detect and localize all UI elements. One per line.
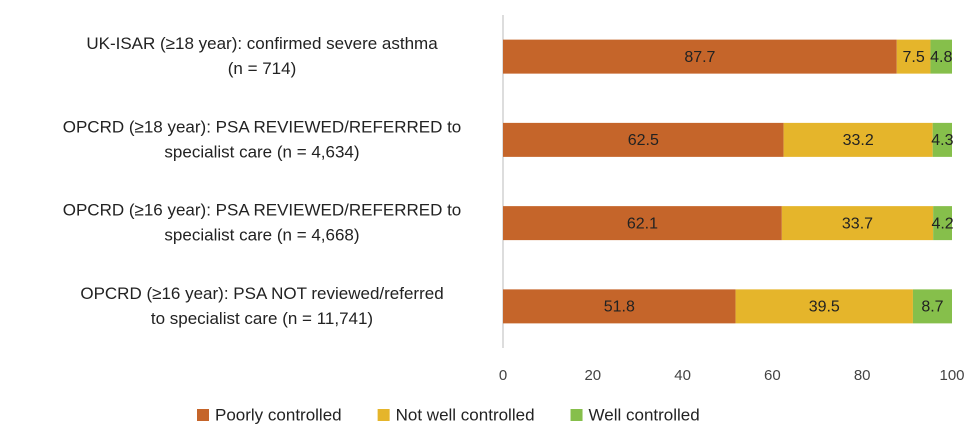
bar-segment [781,206,934,241]
value-label: 33.2 [843,132,874,149]
bar-segment [932,122,952,157]
bar-segment [933,206,952,241]
legend-swatch [570,409,583,421]
x-tick-label: 40 [674,367,691,384]
category-label: OPCRD (≥16 year): PSA REVIEWED/REFERRED … [63,201,462,220]
value-label: 62.5 [628,132,659,149]
category-label: (n = 714) [228,59,297,78]
value-label: 4.8 [930,49,952,66]
category-label: OPCRD (≥18 year): PSA REVIEWED/REFERRED … [63,117,462,136]
value-label: 87.7 [684,49,715,66]
legend-label: Well controlled [589,405,700,424]
x-tick-label: 100 [939,367,964,384]
value-label: 4.2 [931,215,953,232]
x-tick-label: 20 [584,367,601,384]
category-label: specialist care (n = 4,634) [164,142,359,161]
legend-label: Poorly controlled [215,405,342,424]
bar-segment [503,39,897,74]
x-tick-label: 0 [499,367,507,384]
value-label: 62.1 [627,215,658,232]
bar-segment [503,289,736,324]
bar-segment [503,122,784,157]
value-label: 51.8 [604,299,635,316]
bar-segment [896,39,931,74]
x-tick-label: 80 [854,367,871,384]
bar-segment [912,289,952,324]
category-label: OPCRD (≥16 year): PSA NOT reviewed/refer… [80,284,443,303]
legend-swatch [377,409,390,421]
bar-segment [783,122,933,157]
x-tick-label: 60 [764,367,781,384]
legend-label: Not well controlled [396,405,535,424]
legend-swatch [197,409,209,421]
category-label: specialist care (n = 4,668) [164,226,359,245]
value-label: 33.7 [842,215,873,232]
value-label: 8.7 [921,299,943,316]
bar-segment [503,206,782,241]
category-label: to specialist care (n = 11,741) [151,309,373,328]
bar-segment [735,289,913,324]
value-label: 4.3 [931,132,953,149]
category-label: UK-ISAR (≥18 year): confirmed severe ast… [86,34,438,53]
value-label: 39.5 [809,299,840,316]
bar-segment [930,39,952,74]
value-label: 7.5 [902,49,924,66]
